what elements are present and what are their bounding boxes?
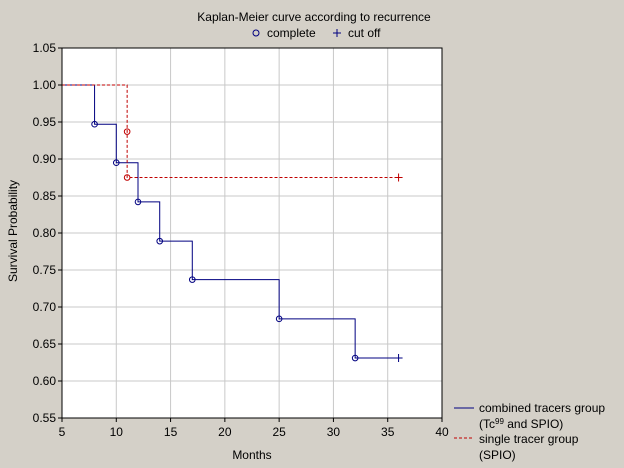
x-tick-label: 30 <box>327 425 341 439</box>
event-marker <box>351 354 359 362</box>
event-marker <box>156 237 164 245</box>
x-tick-label: 25 <box>272 425 286 439</box>
event-marker <box>134 198 142 206</box>
legend-single-line2: (SPIO) <box>479 448 516 462</box>
x-tick-label: 5 <box>59 425 66 439</box>
event-marker <box>91 120 98 128</box>
x-tick-label: 20 <box>218 425 232 439</box>
cut-off-marker-icon <box>333 29 341 37</box>
y-tick-label: 0.70 <box>33 300 57 314</box>
event-marker <box>112 159 120 166</box>
series-line-1 <box>62 84 399 178</box>
complete-legend-label: complete <box>267 26 316 40</box>
x-tick-label: 35 <box>381 425 395 439</box>
x-axis-title: Months <box>232 448 271 462</box>
cut-off-legend-label: cut off <box>348 26 381 40</box>
series-layer <box>62 84 403 363</box>
event-marker <box>123 174 131 181</box>
event-marker <box>188 276 196 283</box>
chart-title: Kaplan-Meier curve according to recurren… <box>197 10 431 24</box>
y-axis-title: Survival Probability <box>6 180 20 282</box>
y-tick-label: 0.60 <box>33 374 57 388</box>
censored-marker <box>394 354 403 363</box>
y-tick-label: 0.85 <box>33 189 57 203</box>
event-marker <box>123 128 131 135</box>
grid <box>62 48 442 418</box>
legend-single-line1: single tracer group <box>479 432 579 446</box>
legend-combined-line1: combined tracers group <box>479 401 605 415</box>
censored-marker <box>394 173 403 182</box>
x-tick-label: 40 <box>435 425 449 439</box>
legend-combined-line2: (Tc99 and SPIO) <box>479 417 563 432</box>
complete-marker-icon <box>252 29 260 37</box>
event-marker <box>275 315 283 323</box>
y-tick-label: 0.90 <box>33 152 57 166</box>
marker-legend: complete cut off <box>252 26 381 40</box>
series-legend: combined tracers group (Tc99 and SPIO) s… <box>454 401 605 462</box>
x-tick-label: 15 <box>164 425 178 439</box>
y-tick-label: 0.75 <box>33 263 57 277</box>
series-line-0 <box>62 84 399 359</box>
y-tick-label: 0.65 <box>33 337 57 351</box>
y-tick-label: 0.55 <box>33 411 57 425</box>
y-tick-label: 0.95 <box>33 115 57 129</box>
y-tick-label: 0.80 <box>33 226 57 240</box>
axis-ticks: 5 10 15 20 25 30 35 40 0.55 0.60 0.65 0.70 0.75 0.80 0… <box>33 41 449 439</box>
y-tick-label: 1.05 <box>33 41 57 55</box>
x-tick-label: 10 <box>110 425 124 439</box>
y-tick-label: 1.00 <box>33 78 57 92</box>
